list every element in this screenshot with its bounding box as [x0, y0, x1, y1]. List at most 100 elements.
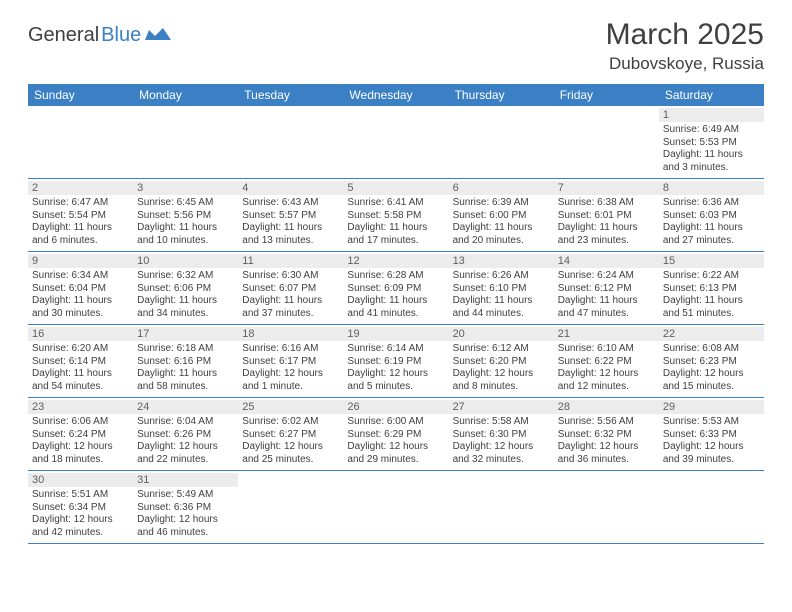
sunrise-text: Sunrise: 6:36 AM	[663, 197, 760, 210]
day-number: 6	[449, 181, 554, 195]
calendar-day-cell	[554, 471, 659, 544]
calendar-day-cell: 30Sunrise: 5:51 AMSunset: 6:34 PMDayligh…	[28, 471, 133, 544]
sunset-text: Sunset: 6:27 PM	[242, 429, 339, 442]
sunset-text: Sunset: 6:10 PM	[453, 283, 550, 296]
sunset-text: Sunset: 6:17 PM	[242, 356, 339, 369]
daylight-text: Daylight: 11 hours and 47 minutes.	[558, 295, 655, 320]
calendar-body: 1Sunrise: 6:49 AMSunset: 5:53 PMDaylight…	[28, 106, 764, 544]
weekday-header: Tuesday	[238, 84, 343, 106]
calendar-day-cell: 11Sunrise: 6:30 AMSunset: 6:07 PMDayligh…	[238, 252, 343, 325]
calendar-day-cell: 7Sunrise: 6:38 AMSunset: 6:01 PMDaylight…	[554, 179, 659, 252]
sunrise-text: Sunrise: 6:43 AM	[242, 197, 339, 210]
daylight-text: Daylight: 11 hours and 41 minutes.	[347, 295, 444, 320]
logo-text-general: General	[28, 24, 99, 47]
sunset-text: Sunset: 5:53 PM	[663, 137, 760, 150]
daylight-text: Daylight: 11 hours and 30 minutes.	[32, 295, 129, 320]
calendar-day-cell: 15Sunrise: 6:22 AMSunset: 6:13 PMDayligh…	[659, 252, 764, 325]
day-number: 8	[659, 181, 764, 195]
calendar-week-row: 2Sunrise: 6:47 AMSunset: 5:54 PMDaylight…	[28, 179, 764, 252]
sunset-text: Sunset: 6:01 PM	[558, 210, 655, 223]
calendar-day-cell	[449, 106, 554, 179]
day-number: 12	[343, 254, 448, 268]
sunrise-text: Sunrise: 6:06 AM	[32, 416, 129, 429]
daylight-text: Daylight: 11 hours and 23 minutes.	[558, 222, 655, 247]
calendar-day-cell	[659, 471, 764, 544]
weekday-header: Thursday	[449, 84, 554, 106]
day-number: 29	[659, 400, 764, 414]
sunrise-text: Sunrise: 5:51 AM	[32, 489, 129, 502]
calendar-day-cell: 23Sunrise: 6:06 AMSunset: 6:24 PMDayligh…	[28, 398, 133, 471]
calendar-week-row: 9Sunrise: 6:34 AMSunset: 6:04 PMDaylight…	[28, 252, 764, 325]
day-number: 30	[28, 473, 133, 487]
sunset-text: Sunset: 6:23 PM	[663, 356, 760, 369]
daylight-text: Daylight: 12 hours and 29 minutes.	[347, 441, 444, 466]
sunrise-text: Sunrise: 6:26 AM	[453, 270, 550, 283]
calendar-day-cell: 20Sunrise: 6:12 AMSunset: 6:20 PMDayligh…	[449, 325, 554, 398]
day-number: 26	[343, 400, 448, 414]
sunset-text: Sunset: 6:04 PM	[32, 283, 129, 296]
calendar-day-cell: 28Sunrise: 5:56 AMSunset: 6:32 PMDayligh…	[554, 398, 659, 471]
calendar-day-cell	[554, 106, 659, 179]
sunrise-text: Sunrise: 6:02 AM	[242, 416, 339, 429]
calendar-week-row: 23Sunrise: 6:06 AMSunset: 6:24 PMDayligh…	[28, 398, 764, 471]
flag-icon	[145, 24, 171, 45]
daylight-text: Daylight: 11 hours and 17 minutes.	[347, 222, 444, 247]
sunset-text: Sunset: 6:36 PM	[137, 502, 234, 515]
sunset-text: Sunset: 6:30 PM	[453, 429, 550, 442]
daylight-text: Daylight: 12 hours and 46 minutes.	[137, 514, 234, 539]
sunrise-text: Sunrise: 6:20 AM	[32, 343, 129, 356]
weekday-header: Wednesday	[343, 84, 448, 106]
sunrise-text: Sunrise: 6:47 AM	[32, 197, 129, 210]
sunset-text: Sunset: 6:07 PM	[242, 283, 339, 296]
calendar-day-cell: 16Sunrise: 6:20 AMSunset: 6:14 PMDayligh…	[28, 325, 133, 398]
daylight-text: Daylight: 12 hours and 39 minutes.	[663, 441, 760, 466]
day-number: 16	[28, 327, 133, 341]
day-number: 27	[449, 400, 554, 414]
sunset-text: Sunset: 6:09 PM	[347, 283, 444, 296]
sunrise-text: Sunrise: 6:14 AM	[347, 343, 444, 356]
daylight-text: Daylight: 12 hours and 12 minutes.	[558, 368, 655, 393]
sunset-text: Sunset: 6:16 PM	[137, 356, 234, 369]
sunrise-text: Sunrise: 6:41 AM	[347, 197, 444, 210]
sunset-text: Sunset: 6:26 PM	[137, 429, 234, 442]
day-number: 20	[449, 327, 554, 341]
sunrise-text: Sunrise: 5:58 AM	[453, 416, 550, 429]
calendar-day-cell: 22Sunrise: 6:08 AMSunset: 6:23 PMDayligh…	[659, 325, 764, 398]
sunrise-text: Sunrise: 5:49 AM	[137, 489, 234, 502]
sunrise-text: Sunrise: 6:22 AM	[663, 270, 760, 283]
sunrise-text: Sunrise: 6:10 AM	[558, 343, 655, 356]
calendar-day-cell: 29Sunrise: 5:53 AMSunset: 6:33 PMDayligh…	[659, 398, 764, 471]
sunset-text: Sunset: 6:00 PM	[453, 210, 550, 223]
calendar-day-cell: 24Sunrise: 6:04 AMSunset: 6:26 PMDayligh…	[133, 398, 238, 471]
sunset-text: Sunset: 6:13 PM	[663, 283, 760, 296]
weekday-header: Saturday	[659, 84, 764, 106]
sunrise-text: Sunrise: 5:56 AM	[558, 416, 655, 429]
daylight-text: Daylight: 11 hours and 58 minutes.	[137, 368, 234, 393]
sunset-text: Sunset: 6:14 PM	[32, 356, 129, 369]
location: Dubovskoye, Russia	[606, 54, 764, 74]
calendar-page: GeneralBlue March 2025 Dubovskoye, Russi…	[0, 0, 792, 554]
sunrise-text: Sunrise: 6:38 AM	[558, 197, 655, 210]
day-number: 5	[343, 181, 448, 195]
day-number: 23	[28, 400, 133, 414]
day-number: 19	[343, 327, 448, 341]
sunrise-text: Sunrise: 6:24 AM	[558, 270, 655, 283]
sunrise-text: Sunrise: 6:39 AM	[453, 197, 550, 210]
daylight-text: Daylight: 11 hours and 10 minutes.	[137, 222, 234, 247]
daylight-text: Daylight: 12 hours and 32 minutes.	[453, 441, 550, 466]
day-number: 17	[133, 327, 238, 341]
weekday-header: Monday	[133, 84, 238, 106]
calendar-header-row: SundayMondayTuesdayWednesdayThursdayFrid…	[28, 84, 764, 106]
daylight-text: Daylight: 11 hours and 6 minutes.	[32, 222, 129, 247]
sunset-text: Sunset: 6:12 PM	[558, 283, 655, 296]
sunset-text: Sunset: 6:19 PM	[347, 356, 444, 369]
sunset-text: Sunset: 6:29 PM	[347, 429, 444, 442]
sunrise-text: Sunrise: 6:12 AM	[453, 343, 550, 356]
calendar-day-cell: 26Sunrise: 6:00 AMSunset: 6:29 PMDayligh…	[343, 398, 448, 471]
daylight-text: Daylight: 12 hours and 8 minutes.	[453, 368, 550, 393]
sunrise-text: Sunrise: 6:16 AM	[242, 343, 339, 356]
day-number: 1	[659, 108, 764, 122]
calendar-day-cell: 31Sunrise: 5:49 AMSunset: 6:36 PMDayligh…	[133, 471, 238, 544]
day-number: 3	[133, 181, 238, 195]
daylight-text: Daylight: 12 hours and 22 minutes.	[137, 441, 234, 466]
